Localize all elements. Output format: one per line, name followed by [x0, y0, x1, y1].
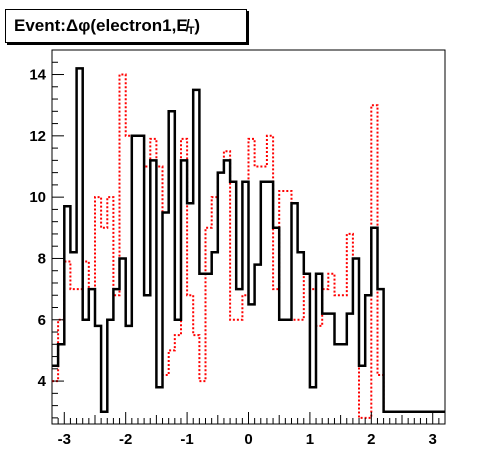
- series-layer: [52, 67, 445, 419]
- y-tick-label: 8: [38, 250, 46, 267]
- x-tick-label: -1: [180, 431, 193, 448]
- title-met-subscript: T: [187, 25, 195, 37]
- y-tick-label: 12: [29, 128, 46, 145]
- title-rest: (electron1,: [90, 16, 177, 35]
- histogram-series-0: [52, 67, 445, 413]
- title-delta-symbol: Δ: [65, 16, 79, 35]
- x-tick-label: 3: [429, 431, 437, 448]
- title-phi-symbol: φ: [78, 16, 91, 35]
- title-prefix: Event:: [14, 16, 66, 35]
- title-met-symbol: E̸: [176, 16, 188, 35]
- x-tick-label: -2: [119, 431, 132, 448]
- x-tick-label: -3: [58, 431, 71, 448]
- title-close: ): [194, 16, 201, 35]
- y-tick-label: 4: [38, 373, 47, 390]
- y-tick-label: 6: [38, 312, 46, 329]
- x-tick-label: 0: [244, 431, 252, 448]
- y-tick-label: 14: [29, 67, 46, 84]
- x-tick-label: 2: [367, 431, 375, 448]
- y-tick-label: 10: [29, 189, 46, 206]
- x-tick-label: 1: [306, 431, 314, 448]
